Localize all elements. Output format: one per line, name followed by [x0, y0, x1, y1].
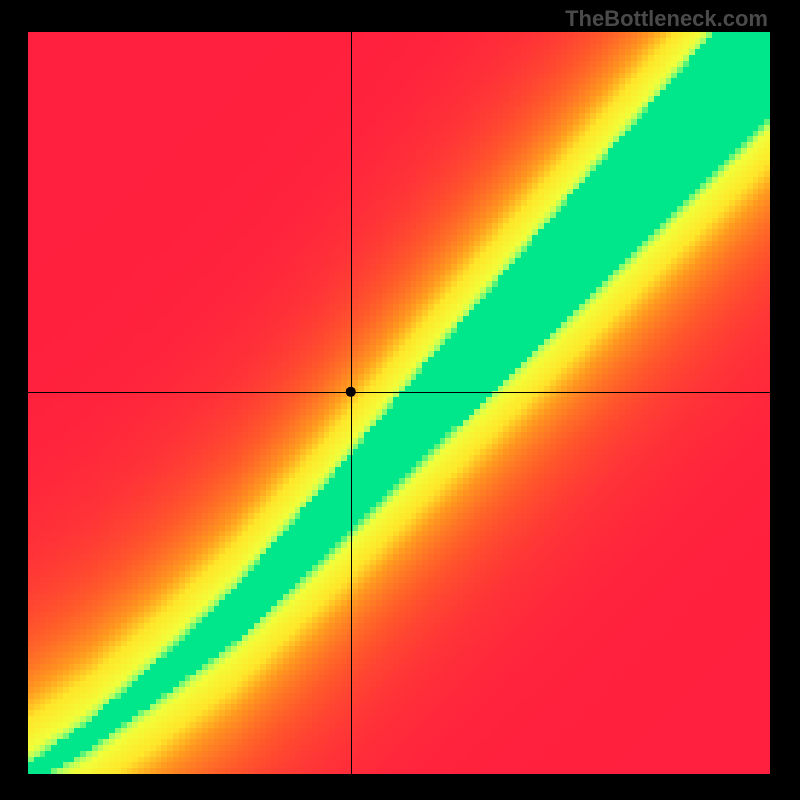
image-container: TheBottleneck.com — [0, 0, 800, 800]
bottleneck-heatmap — [28, 32, 770, 774]
watermark-text: TheBottleneck.com — [565, 6, 768, 32]
